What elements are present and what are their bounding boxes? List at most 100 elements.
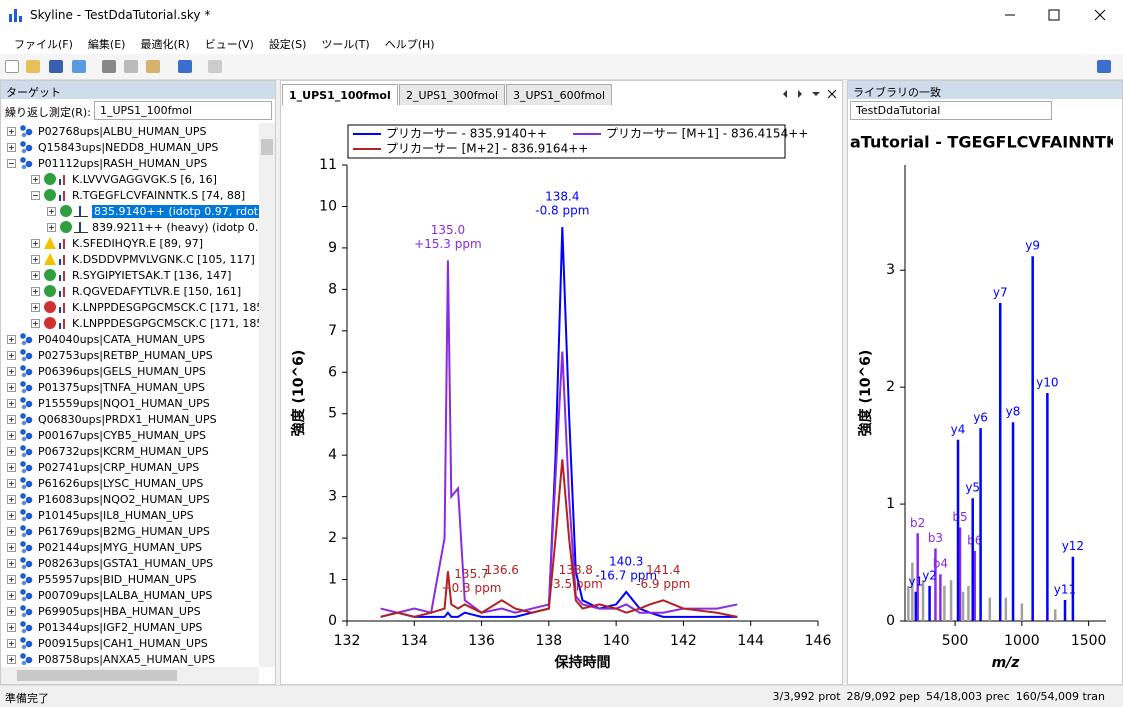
trace [380, 260, 738, 614]
protein-name: P04040ups|CATA_HUMAN_UPS [38, 332, 205, 346]
tree-row[interactable]: R.SYGIPYIETSAK.T [136, 147] [31, 267, 231, 283]
peptide-name: K.SFEDIHQYR.E [89, 97] [72, 236, 204, 250]
expander[interactable] [31, 286, 40, 296]
tree-row[interactable]: P02741ups|CRP_HUMAN_UPS [7, 459, 199, 475]
expander[interactable] [31, 270, 40, 280]
tree-row[interactable]: P61626ups|LYSC_HUMAN_UPS [7, 475, 203, 491]
expander[interactable] [7, 462, 16, 472]
expander[interactable] [7, 478, 16, 488]
expander[interactable] [7, 334, 16, 344]
tree-row[interactable]: P02753ups|RETBP_HUMAN_UPS [7, 347, 213, 363]
protein-name: P01375ups|TNFA_HUMAN_UPS [38, 380, 206, 394]
target-tree: P02768ups|ALBU_HUMAN_UPS Q15843ups|NEDD8_… [1, 123, 259, 667]
tree-row[interactable]: K.DSDDVPMVLVGNK.C [105, 117] [31, 251, 255, 267]
tree-row[interactable]: Q06830ups|PRDX1_HUMAN_UPS [7, 411, 217, 427]
window-title: Skyline - TestDdaTutorial.sky * [30, 8, 211, 22]
precursor-icon [74, 221, 88, 233]
document-tab[interactable]: 1_UPS1_100fmol [282, 84, 398, 105]
status-icon [44, 285, 56, 297]
tree-row[interactable]: P02144ups|MYG_HUMAN_UPS [7, 539, 202, 555]
menu-item[interactable]: ツール(T) [321, 38, 370, 51]
tree-row[interactable]: P01112ups|RASH_HUMAN_UPS [7, 155, 207, 171]
tree-row[interactable]: R.QGVEDAFYTLVR.E [150, 161] [31, 283, 241, 299]
tree-row[interactable]: P69905ups|HBA_HUMAN_UPS [7, 603, 201, 619]
menu-item[interactable]: ビュー(V) [204, 38, 254, 51]
expander[interactable] [7, 414, 16, 424]
y-tick-label: 2 [886, 379, 895, 395]
expander[interactable] [7, 606, 16, 616]
expander[interactable] [7, 430, 16, 440]
expander[interactable] [7, 398, 16, 408]
tree-row[interactable]: P01344ups|IGF2_HUMAN_UPS [7, 619, 202, 635]
expander[interactable] [31, 190, 40, 200]
tree-row[interactable]: K.LNPPDESGPGCMSCK.C [171, 185 [31, 315, 259, 331]
menu-item[interactable]: ヘルプ(H) [384, 38, 435, 51]
tree-row[interactable]: K.LVVVGAGGVGK.S [6, 16] [31, 171, 217, 187]
protein-name: P61769ups|B2MG_HUMAN_UPS [38, 524, 210, 538]
expander[interactable] [7, 158, 16, 168]
tree-row[interactable]: Q15843ups|NEDD8_HUMAN_UPS [7, 139, 218, 155]
expander[interactable] [7, 350, 16, 360]
document-tab[interactable]: 2_UPS1_300fmol [399, 84, 506, 105]
tree-row[interactable]: P61769ups|B2MG_HUMAN_UPS [7, 523, 210, 539]
tree-row[interactable]: P15559ups|NQO1_HUMAN_UPS [7, 395, 210, 411]
tree-row[interactable]: K.SFEDIHQYR.E [89, 97] [31, 235, 203, 251]
tree-row[interactable]: P55957ups|BID_HUMAN_UPS [7, 571, 197, 587]
x-tick-label: 1000 [1004, 633, 1040, 649]
expander[interactable] [31, 302, 40, 312]
tree-row[interactable]: R.TGEGFLCVFAINNTK.S [74, 88] [31, 187, 245, 203]
expander[interactable] [7, 142, 16, 152]
replicate-combo[interactable]: 1_UPS1_100fmol [94, 101, 272, 120]
expander[interactable] [31, 254, 40, 264]
trace [380, 459, 738, 618]
tree-row[interactable]: 835.9140++ (idotp 0.97, rdotp 0.7 [47, 203, 259, 219]
expander[interactable] [7, 510, 16, 520]
window-controls[interactable] [985, 0, 1123, 30]
expander[interactable] [7, 542, 16, 552]
tree-row[interactable]: P08758ups|ANXA5_HUMAN_UPS [7, 651, 215, 667]
expander[interactable] [7, 446, 16, 456]
expander[interactable] [31, 318, 40, 328]
tree-row[interactable]: P01375ups|TNFA_HUMAN_UPS [7, 379, 205, 395]
tree-row[interactable]: P00709ups|LALBA_HUMAN_UPS [7, 587, 212, 603]
expander[interactable] [7, 382, 16, 392]
expander[interactable] [31, 174, 40, 184]
expander[interactable] [7, 622, 16, 632]
x-tick-label: 1500 [1071, 633, 1107, 649]
menu-item[interactable]: 設定(S) [268, 38, 307, 51]
expander[interactable] [7, 558, 16, 568]
expander[interactable] [7, 366, 16, 376]
tree-row[interactable]: P06732ups|KCRM_HUMAN_UPS [7, 443, 209, 459]
tree-row[interactable]: K.LNPPDESGPGCMSCK.C [171, 185 [31, 299, 259, 315]
expander[interactable] [7, 126, 16, 136]
menu-item[interactable]: 編集(E) [87, 38, 126, 51]
tab-controls[interactable] [780, 86, 840, 102]
expander[interactable] [47, 206, 56, 216]
menu-item[interactable]: ファイル(F) [14, 38, 73, 51]
expander[interactable] [47, 222, 56, 232]
expander[interactable] [7, 574, 16, 584]
protein-icon [20, 445, 34, 457]
menu-item[interactable]: 最適化(R) [140, 38, 190, 51]
expander[interactable] [7, 494, 16, 504]
expander[interactable] [7, 526, 16, 536]
tree-row[interactable]: P10145ups|IL8_HUMAN_UPS [7, 507, 194, 523]
expander[interactable] [7, 590, 16, 600]
scrollbar[interactable] [259, 123, 275, 667]
expander[interactable] [7, 638, 16, 648]
document-tab[interactable]: 3_UPS1_600fmol [506, 84, 613, 105]
tree-row[interactable]: P04040ups|CATA_HUMAN_UPS [7, 331, 205, 347]
library-combo[interactable]: TestDdaTutorial [850, 101, 1052, 120]
expander[interactable] [31, 238, 40, 248]
peptide-icon [58, 189, 68, 201]
tree-row[interactable]: P00915ups|CAH1_HUMAN_UPS [7, 635, 208, 651]
tree-row[interactable]: P06396ups|GELS_HUMAN_UPS [7, 363, 206, 379]
tree-row[interactable]: P16083ups|NQO2_HUMAN_UPS [7, 491, 210, 507]
h-scrollbar[interactable] [1, 667, 259, 684]
tree-row[interactable]: P00167ups|CYB5_HUMAN_UPS [7, 427, 206, 443]
tree-row[interactable]: 839.9211++ (heavy) (idotp 0.7) [47, 219, 259, 235]
tree-row[interactable]: P02768ups|ALBU_HUMAN_UPS [7, 123, 207, 139]
tree-row[interactable]: P08263ups|GSTA1_HUMAN_UPS [7, 555, 213, 571]
expander[interactable] [7, 654, 16, 664]
peptide-name: R.SYGIPYIETSAK.T [136, 147] [72, 268, 232, 282]
